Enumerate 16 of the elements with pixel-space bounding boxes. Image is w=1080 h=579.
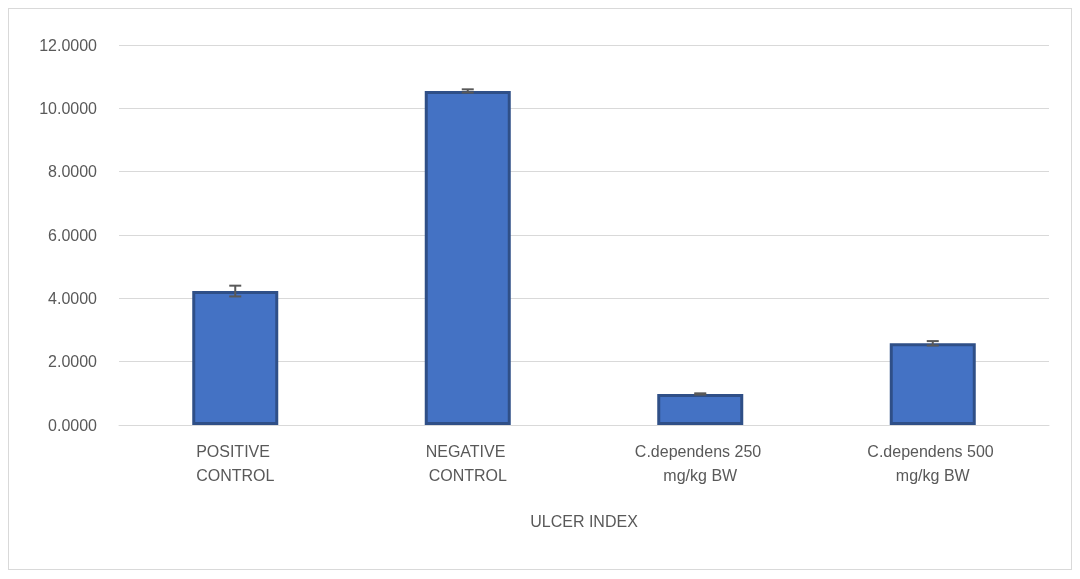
y-tick-label: 8.0000 bbox=[48, 163, 98, 181]
x-tick-label: C.dependens 500 mg/kg BW bbox=[867, 442, 999, 484]
bar bbox=[889, 343, 976, 425]
y-tick-label: 12.0000 bbox=[39, 36, 98, 54]
y-tick-label: 4.0000 bbox=[48, 289, 98, 307]
x-tick-label: POSITIVE CONTROL bbox=[196, 442, 275, 484]
bar bbox=[424, 90, 511, 425]
x-tick-label: NEGATIVE CONTROL bbox=[425, 442, 510, 484]
y-tick-label: 6.0000 bbox=[48, 226, 98, 244]
y-tick-label: 2.0000 bbox=[48, 353, 98, 371]
bar bbox=[657, 393, 744, 425]
y-tick-label: 0.0000 bbox=[48, 416, 98, 434]
y-tick-label: 10.0000 bbox=[39, 99, 98, 117]
x-axis-title: ULCER INDEX bbox=[530, 512, 639, 530]
x-tick-label: C.dependens 250 mg/kg BW bbox=[634, 442, 766, 484]
bar bbox=[192, 291, 279, 425]
